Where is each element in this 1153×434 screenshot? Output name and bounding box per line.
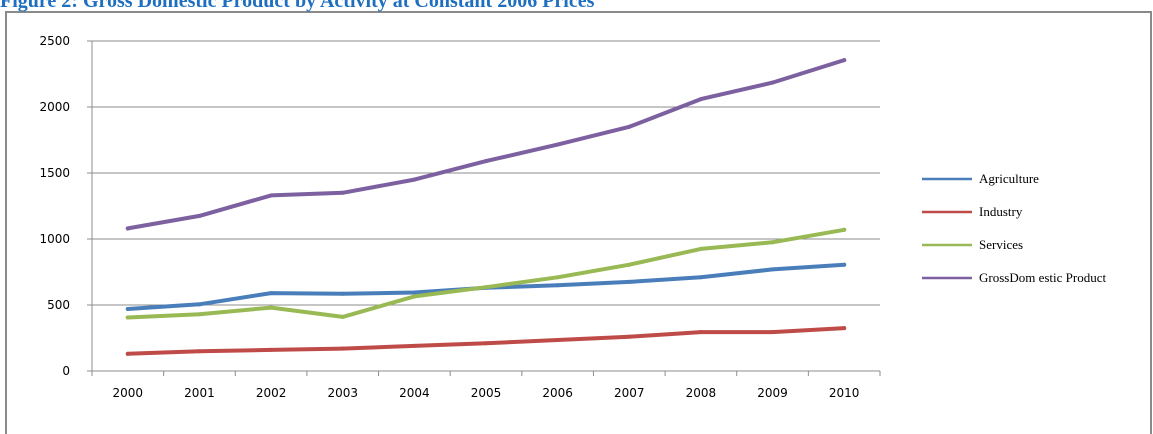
data-point-services: [125, 315, 130, 320]
data-point-grossdomesticproduct: [484, 159, 488, 164]
y-tick-label: 2500: [39, 34, 70, 48]
x-tick-label: 2006: [542, 386, 573, 400]
data-point-services: [555, 275, 560, 280]
data-point-industry: [412, 343, 417, 348]
data-point-industry: [698, 330, 703, 335]
data-point-grossdomesticproduct: [197, 213, 202, 218]
series-lines: [125, 58, 847, 356]
gridlines: [92, 40, 880, 306]
x-tick-label: 2008: [686, 386, 717, 400]
data-point-agriculture: [125, 306, 130, 311]
y-tick-label: 1500: [39, 166, 70, 180]
x-tick-labels: 2000 2001 2002 2003 2004 2005 2006 2007 2008 2009…: [113, 386, 860, 400]
data-point-agriculture: [627, 279, 632, 284]
legend-label: Industry: [979, 204, 1023, 219]
data-point-services: [269, 305, 274, 310]
x-tick-label: 2005: [471, 386, 502, 400]
axes: [87, 40, 881, 376]
x-tick-label: 2007: [614, 386, 645, 400]
data-point-services: [842, 227, 847, 232]
data-point-grossdomesticproduct: [555, 142, 560, 147]
data-point-agriculture: [842, 262, 847, 267]
figure-title: Figure 2: Gross Domestic Product by Acti…: [0, 0, 595, 12]
data-point-agriculture: [269, 291, 274, 296]
data-point-industry: [770, 330, 775, 335]
legend: Agriculture Industry Services GrossDom esti…: [922, 171, 1106, 285]
data-point-industry: [555, 337, 560, 342]
x-tick-label: 2000: [113, 386, 144, 400]
chart-frame: [5, 11, 1152, 434]
data-point-industry: [627, 334, 632, 339]
data-point-agriculture: [197, 302, 202, 307]
y-tick-label: 1000: [39, 232, 70, 246]
data-point-industry: [340, 346, 345, 351]
data-point-industry: [197, 349, 202, 354]
data-point-services: [627, 262, 632, 267]
data-point-industry: [484, 341, 488, 346]
y-tick-labels: 0 500 1000 1500 2000 2500: [39, 34, 70, 378]
y-tick-label: 500: [47, 298, 70, 312]
data-point-services: [770, 240, 775, 245]
series-line-industry: [125, 326, 847, 356]
data-point-industry: [842, 326, 847, 331]
x-tick-label: 2002: [256, 386, 287, 400]
legend-label: GrossDom estic Product: [979, 270, 1106, 285]
x-tick-label: 2001: [184, 386, 215, 400]
legend-label: Agriculture: [979, 171, 1039, 186]
data-point-grossdomesticproduct: [842, 58, 847, 63]
data-point-grossdomesticproduct: [770, 80, 775, 85]
data-point-grossdomesticproduct: [269, 193, 274, 198]
x-tick-label: 2010: [829, 386, 860, 400]
data-point-grossdomesticproduct: [125, 226, 130, 231]
x-tick-label: 2009: [757, 386, 788, 400]
data-point-agriculture: [698, 275, 703, 280]
data-point-agriculture: [770, 267, 775, 272]
x-tick-label: 2003: [327, 386, 358, 400]
data-point-services: [484, 285, 488, 290]
data-point-services: [340, 314, 345, 319]
data-point-industry: [125, 351, 130, 356]
series-line-grossdomesticproduct: [125, 58, 847, 231]
data-point-grossdomesticproduct: [412, 177, 417, 182]
y-tick-label: 0: [62, 364, 70, 378]
legend-label: Services: [979, 237, 1023, 252]
data-point-agriculture: [412, 290, 417, 295]
data-point-industry: [269, 347, 274, 352]
data-point-agriculture: [555, 283, 560, 288]
data-point-services: [412, 294, 417, 299]
y-tick-label: 2000: [39, 100, 70, 114]
data-point-agriculture: [340, 291, 345, 296]
data-point-grossdomesticproduct: [340, 190, 345, 195]
data-point-grossdomesticproduct: [627, 124, 632, 129]
x-tick-label: 2004: [399, 386, 430, 400]
data-point-grossdomesticproduct: [698, 97, 703, 102]
data-point-services: [698, 246, 703, 251]
data-point-services: [197, 312, 202, 317]
